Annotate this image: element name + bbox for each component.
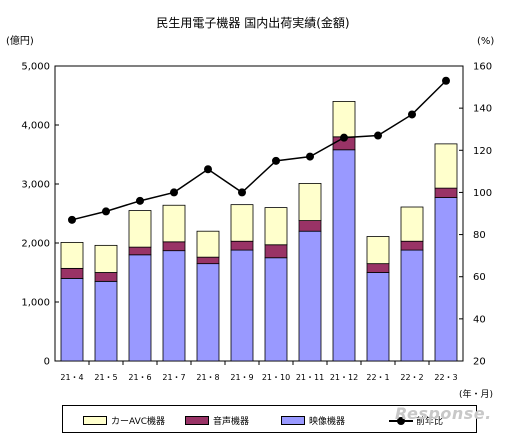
yoy-point [204,165,212,174]
bar-car-avc [264,207,288,246]
x-tick-label: 21・8 [196,373,219,382]
bar-video [332,149,356,362]
yoy-point [170,188,178,197]
bar-audio [366,263,390,273]
chart-title: 民生用電子機器 国内出荷実績(金額) [156,15,349,30]
left-axis: 0 1,000 2,000 3,000 4,000 5,000 [21,62,59,368]
legend-swatch-yoy [389,416,413,426]
yoy-point [136,196,144,205]
bar-video [366,272,390,362]
right-tick-label: 160 [473,62,492,73]
legend-item-yoy: 前年比 [389,414,443,427]
left-tick-label: 1,000 [21,298,50,309]
bar-car-avc [434,143,458,189]
legend-swatch-car-avc [83,416,107,425]
bar-audio [94,272,118,282]
x-tick-label: 22・1 [366,373,389,382]
left-tick-label: 0 [44,357,50,368]
bar-car-avc [162,204,186,243]
bar-car-avc [230,204,254,242]
x-tick-label: 22・3 [434,373,457,382]
bar-car-avc [332,101,356,138]
bar-video [400,249,424,362]
yoy-point [272,156,280,165]
bar-car-avc [128,210,152,248]
bar-video [298,230,322,362]
bar-video [264,257,288,362]
left-tick-label: 3,000 [21,180,50,191]
x-axis-unit: (年・月) [459,388,493,400]
yoy-point [68,215,76,224]
x-axis: 21・4 21・5 21・6 21・7 21・8 21・9 21・10 21・11 21・12 2… [60,361,458,382]
x-tick-label: 21・7 [162,373,185,382]
bar-video [196,263,220,362]
legend-label-car-avc: カーAVC機器 [111,417,166,427]
legend-item-car-avc: カーAVC機器 [83,414,165,427]
right-tick-label: 140 [473,104,492,115]
right-tick-label: 40 [473,314,486,325]
right-axis-unit: (%) [477,36,494,47]
yoy-line [68,76,450,224]
bar-audio [298,220,322,232]
right-axis: 20 40 60 80 100 120 140 160 [459,62,492,368]
bar-video [128,254,152,362]
yoy-point [408,110,416,119]
left-axis-unit: (億円) [6,34,34,47]
legend-item-video: 映像機器 [281,414,345,427]
bar-audio [434,187,458,198]
bar-audio [264,244,288,259]
bar-car-avc [400,206,424,242]
x-tick-label: 21・9 [230,373,253,382]
right-tick-label: 20 [473,357,486,368]
legend-label-video: 映像機器 [309,417,346,427]
left-tick-label: 2,000 [21,239,50,250]
x-tick-label: 22・2 [400,373,423,382]
yoy-line-path [71,80,447,221]
x-tick-label: 21・6 [128,373,151,382]
bar-audio [230,240,254,251]
bar-video [94,280,118,362]
right-tick-label: 60 [473,272,486,283]
yoy-point [102,207,110,216]
x-tick-label: 21・11 [296,373,324,382]
bar-video [230,249,254,362]
yoy-point [442,76,450,85]
legend-swatch-video [281,416,305,425]
bars [60,101,458,362]
x-tick-label: 21・10 [262,373,290,382]
right-tick-label: 120 [473,146,492,157]
bar-car-avc [60,242,84,269]
chart: 民生用電子機器 国内出荷実績(金額) (億円) (%) (年・月) 0 1,000… [6,15,494,400]
legend-swatch-audio [185,416,209,425]
legend: カーAVC機器 音声機器 映像機器 前年比 [62,405,477,433]
bar-car-avc [94,244,118,273]
bar-car-avc [366,236,390,265]
left-tick-label: 4,000 [21,121,50,132]
x-tick-label: 21・12 [330,373,358,382]
legend-label-audio: 音声機器 [213,417,250,427]
right-tick-label: 80 [473,230,486,241]
bar-video [434,197,458,362]
bar-car-avc [298,183,322,221]
watermark: Response. [395,404,492,423]
yoy-point [306,152,314,161]
x-tick-label: 21・5 [94,373,117,382]
bar-audio [128,246,152,256]
yoy-point [238,188,246,197]
bar-video [60,277,84,362]
right-tick-label: 100 [473,188,492,199]
bar-video [162,250,186,362]
bar-car-avc [196,230,220,258]
legend-item-audio: 音声機器 [185,414,249,427]
x-tick-label: 21・4 [60,373,83,382]
yoy-point [340,133,348,142]
left-tick-label: 5,000 [21,62,50,73]
bar-audio [162,241,186,252]
legend-label-yoy: 前年比 [416,417,444,427]
bar-audio [400,240,424,251]
yoy-point [374,131,382,140]
bar-audio [196,256,220,265]
bar-audio [60,267,84,279]
